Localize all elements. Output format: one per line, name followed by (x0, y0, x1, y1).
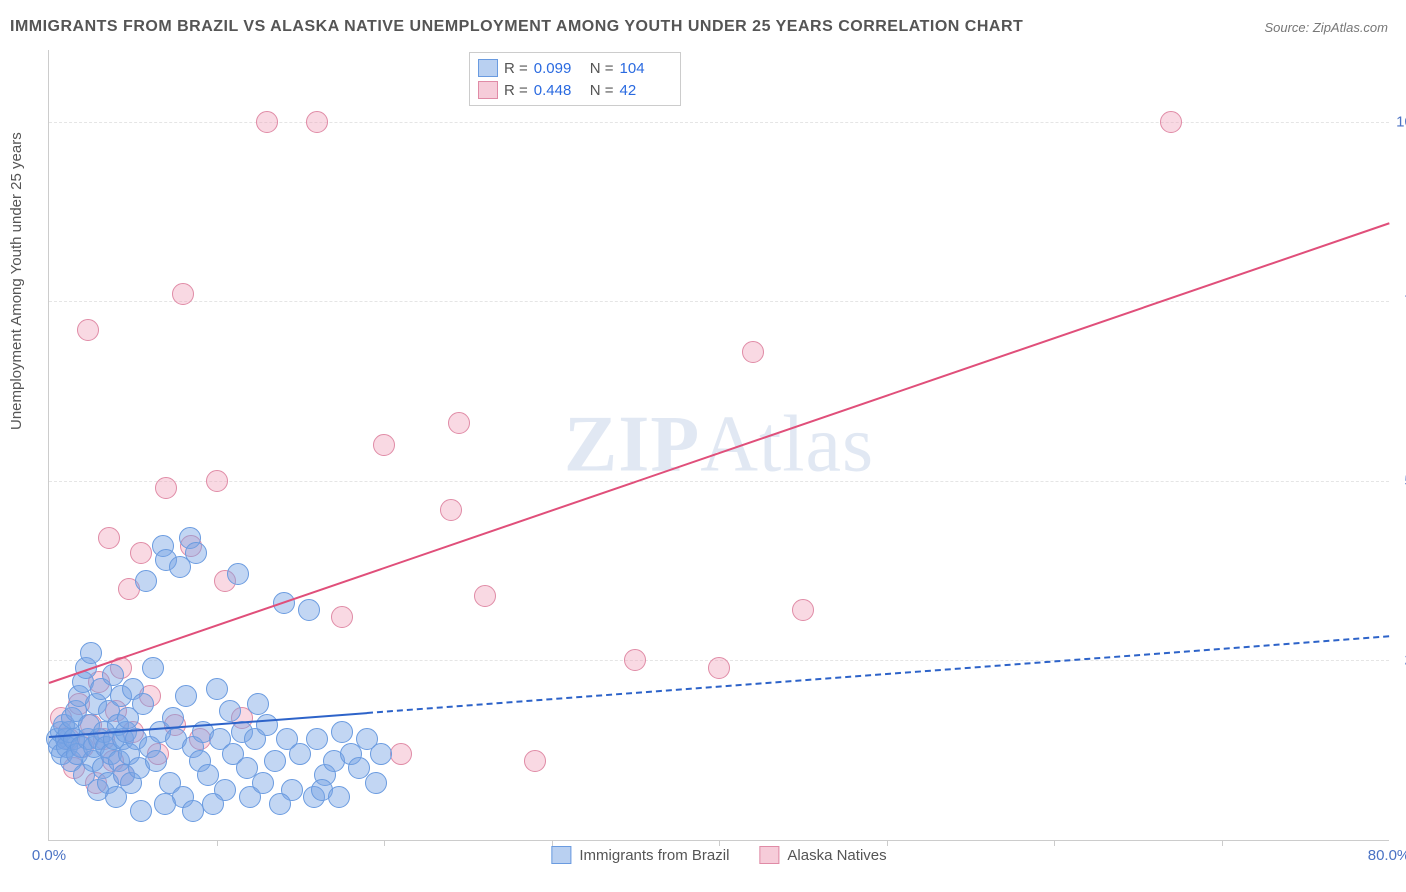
data-point-pink (792, 599, 814, 621)
x-minor-tick (887, 840, 888, 846)
data-point-blue (252, 772, 274, 794)
data-point-blue (365, 772, 387, 794)
data-point-pink (98, 527, 120, 549)
r-value-blue: 0.099 (534, 60, 584, 77)
data-point-pink (742, 341, 764, 363)
data-point-pink (440, 499, 462, 521)
grid-line (49, 481, 1389, 482)
data-point-blue (306, 728, 328, 750)
r-value-pink: 0.448 (534, 82, 584, 99)
data-point-pink (373, 434, 395, 456)
data-point-blue (135, 570, 157, 592)
y-axis-label: Unemployment Among Youth under 25 years (8, 132, 25, 430)
grid-line (49, 122, 1389, 123)
chart-title: IMMIGRANTS FROM BRAZIL VS ALASKA NATIVE … (10, 18, 1023, 36)
legend-item-pink: Alaska Natives (759, 846, 886, 864)
swatch-blue (478, 59, 498, 77)
data-point-pink (474, 585, 496, 607)
x-minor-tick (1222, 840, 1223, 846)
data-point-blue (328, 786, 350, 808)
n-value-pink: 42 (620, 82, 670, 99)
trend-line (367, 635, 1389, 714)
data-point-pink (306, 111, 328, 133)
data-point-blue (130, 800, 152, 822)
grid-line (49, 301, 1389, 302)
x-minor-tick (552, 840, 553, 846)
n-label: N = (590, 60, 614, 77)
y-tick-label: 100.0% (1396, 113, 1406, 130)
r-label: R = (504, 60, 528, 77)
data-point-blue (247, 693, 269, 715)
source-label: Source: ZipAtlas.com (1264, 20, 1388, 35)
data-point-blue (182, 800, 204, 822)
data-point-pink (390, 743, 412, 765)
data-point-blue (132, 693, 154, 715)
watermark-zip: ZIP (564, 401, 700, 489)
data-point-blue (227, 563, 249, 585)
data-point-pink (130, 542, 152, 564)
watermark-atlas: Atlas (700, 401, 874, 489)
data-point-pink (256, 111, 278, 133)
data-point-pink (206, 470, 228, 492)
data-point-pink (524, 750, 546, 772)
stats-row-pink: R = 0.448 N = 42 (478, 79, 670, 101)
data-point-blue (256, 714, 278, 736)
data-point-blue (264, 750, 286, 772)
data-point-pink (1160, 111, 1182, 133)
data-point-pink (172, 283, 194, 305)
data-point-pink (708, 657, 730, 679)
data-point-blue (175, 685, 197, 707)
data-point-pink (77, 319, 99, 341)
data-point-pink (624, 649, 646, 671)
data-point-blue (142, 657, 164, 679)
data-point-blue (219, 700, 241, 722)
watermark: ZIPAtlas (564, 400, 874, 491)
n-label: N = (590, 82, 614, 99)
data-point-blue (80, 642, 102, 664)
data-point-blue (370, 743, 392, 765)
data-point-blue (202, 793, 224, 815)
data-point-pink (448, 412, 470, 434)
legend-label-pink: Alaska Natives (787, 847, 886, 864)
data-point-blue (331, 721, 353, 743)
x-minor-tick (384, 840, 385, 846)
source-prefix: Source: (1264, 20, 1312, 35)
data-point-blue (206, 678, 228, 700)
x-tick-label: 80.0% (1368, 847, 1406, 864)
data-point-blue (154, 793, 176, 815)
data-point-blue (269, 793, 291, 815)
data-point-blue (298, 599, 320, 621)
r-label: R = (504, 82, 528, 99)
legend-item-blue: Immigrants from Brazil (551, 846, 729, 864)
x-tick-label: 0.0% (32, 847, 66, 864)
data-point-blue (145, 750, 167, 772)
n-value-blue: 104 (620, 60, 670, 77)
swatch-pink (478, 81, 498, 99)
x-minor-tick (217, 840, 218, 846)
series-legend: Immigrants from Brazil Alaska Natives (551, 846, 886, 864)
swatch-blue (551, 846, 571, 864)
scatter-plot: ZIPAtlas R = 0.099 N = 104 R = 0.448 N =… (48, 50, 1389, 841)
swatch-pink (759, 846, 779, 864)
x-minor-tick (1054, 840, 1055, 846)
data-point-blue (102, 664, 124, 686)
stats-row-blue: R = 0.099 N = 104 (478, 57, 670, 79)
data-point-pink (155, 477, 177, 499)
x-minor-tick (719, 840, 720, 846)
legend-label-blue: Immigrants from Brazil (579, 847, 729, 864)
source-value: ZipAtlas.com (1313, 20, 1388, 35)
data-point-pink (331, 606, 353, 628)
stats-legend: R = 0.099 N = 104 R = 0.448 N = 42 (469, 52, 681, 106)
trend-line (49, 222, 1390, 684)
data-point-blue (185, 542, 207, 564)
